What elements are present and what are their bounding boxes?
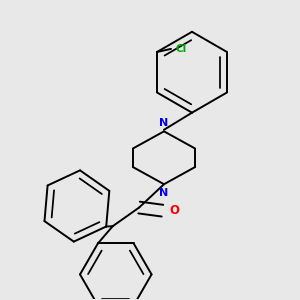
Text: N: N (159, 188, 169, 198)
Text: N: N (159, 118, 169, 128)
Text: Cl: Cl (176, 44, 187, 54)
Text: O: O (169, 204, 179, 217)
